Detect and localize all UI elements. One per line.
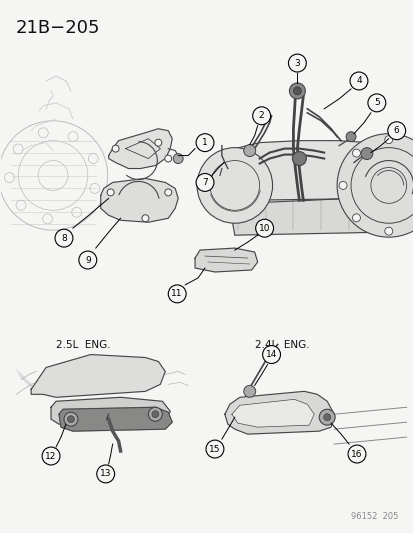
Circle shape xyxy=(255,219,273,237)
Circle shape xyxy=(252,107,270,125)
Circle shape xyxy=(142,215,149,222)
Circle shape xyxy=(168,285,186,303)
Circle shape xyxy=(152,411,159,418)
Circle shape xyxy=(67,416,74,423)
Text: 9: 9 xyxy=(85,255,90,264)
Text: 21B−205: 21B−205 xyxy=(15,19,100,37)
Circle shape xyxy=(351,149,360,157)
Text: 2.4L  ENG.: 2.4L ENG. xyxy=(254,340,309,350)
Text: 96152  205: 96152 205 xyxy=(351,512,398,521)
Text: 5: 5 xyxy=(373,99,379,107)
Text: 7: 7 xyxy=(202,178,207,187)
Text: 13: 13 xyxy=(100,470,111,479)
Circle shape xyxy=(387,122,405,140)
Polygon shape xyxy=(100,179,178,222)
Circle shape xyxy=(323,414,330,421)
Circle shape xyxy=(243,385,255,397)
Polygon shape xyxy=(231,198,390,235)
Text: 2: 2 xyxy=(258,111,264,120)
Circle shape xyxy=(64,412,78,426)
Circle shape xyxy=(55,229,73,247)
Circle shape xyxy=(289,83,305,99)
Circle shape xyxy=(164,189,171,196)
Text: 15: 15 xyxy=(209,445,220,454)
Polygon shape xyxy=(224,391,333,434)
Circle shape xyxy=(196,134,214,151)
Circle shape xyxy=(97,465,114,483)
Polygon shape xyxy=(219,141,396,203)
Text: 8: 8 xyxy=(61,233,66,243)
Circle shape xyxy=(197,148,272,223)
Text: 4: 4 xyxy=(355,76,361,85)
Circle shape xyxy=(336,134,413,237)
Circle shape xyxy=(360,148,372,159)
Circle shape xyxy=(148,407,162,421)
Circle shape xyxy=(164,155,171,162)
Text: 11: 11 xyxy=(171,289,183,298)
Circle shape xyxy=(262,345,280,364)
Circle shape xyxy=(112,145,119,152)
Circle shape xyxy=(318,409,335,425)
Circle shape xyxy=(292,151,306,166)
Circle shape xyxy=(206,440,223,458)
Polygon shape xyxy=(51,397,170,427)
Circle shape xyxy=(367,94,385,112)
Circle shape xyxy=(243,144,255,157)
Circle shape xyxy=(107,189,114,196)
Circle shape xyxy=(349,72,367,90)
Circle shape xyxy=(384,227,392,235)
Circle shape xyxy=(42,447,60,465)
Polygon shape xyxy=(195,248,257,272)
Polygon shape xyxy=(108,129,172,168)
Circle shape xyxy=(173,154,183,164)
Polygon shape xyxy=(59,407,172,431)
Circle shape xyxy=(78,251,97,269)
Text: 12: 12 xyxy=(45,451,57,461)
Circle shape xyxy=(288,54,306,72)
Circle shape xyxy=(347,445,365,463)
Text: 14: 14 xyxy=(265,350,277,359)
Text: 6: 6 xyxy=(393,126,399,135)
Circle shape xyxy=(338,181,346,189)
Polygon shape xyxy=(231,399,313,427)
Circle shape xyxy=(384,136,392,144)
Text: 1: 1 xyxy=(202,138,207,147)
Text: 10: 10 xyxy=(258,224,270,233)
Circle shape xyxy=(154,139,161,146)
Circle shape xyxy=(196,173,214,191)
Circle shape xyxy=(351,214,360,222)
Text: 2.5L  ENG.: 2.5L ENG. xyxy=(56,340,110,350)
Text: 3: 3 xyxy=(294,59,299,68)
Circle shape xyxy=(293,87,301,95)
Text: 16: 16 xyxy=(350,449,362,458)
Circle shape xyxy=(345,132,355,142)
Polygon shape xyxy=(31,354,165,397)
